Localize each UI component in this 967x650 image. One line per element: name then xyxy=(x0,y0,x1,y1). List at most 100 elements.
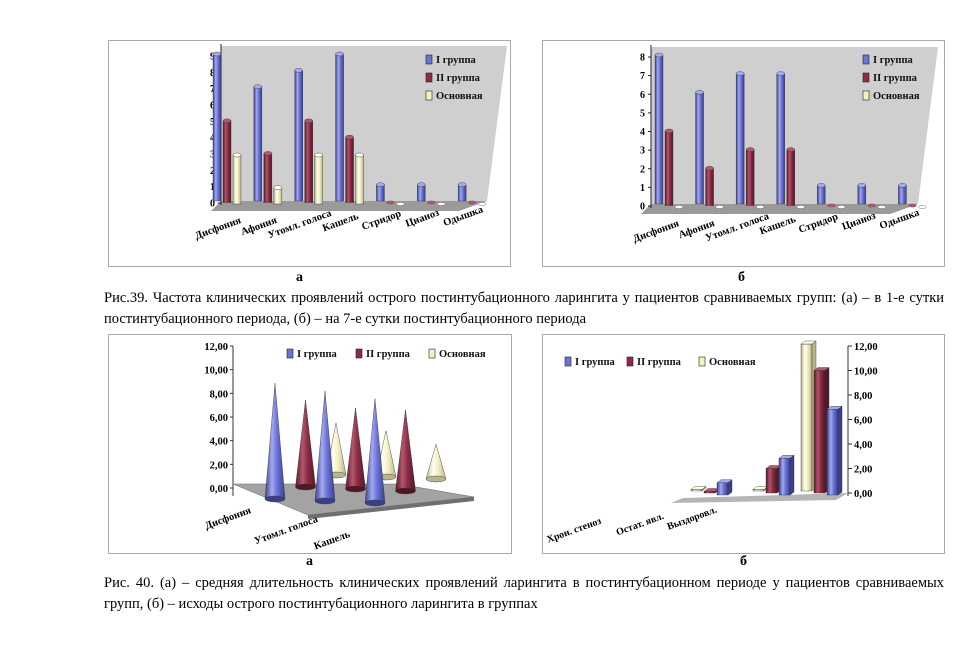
column-side-2-0 xyxy=(701,486,707,492)
bar-1-6 xyxy=(908,203,917,208)
bar-1-6 xyxy=(467,200,477,205)
bar-top-0-0 xyxy=(654,52,664,58)
bar-top-0-0 xyxy=(212,51,222,57)
y-tick-label: 0,00 xyxy=(854,489,872,500)
cone-base-1-0 xyxy=(295,483,316,491)
legend-item-0-swatch xyxy=(862,54,870,65)
legend-item-1-label: II группа xyxy=(637,357,682,368)
plot-floor xyxy=(671,493,848,503)
plot-floor-edge xyxy=(308,497,474,519)
bar-2-2 xyxy=(314,154,323,205)
bar-top-1-2 xyxy=(304,118,313,124)
column-side-0-0 xyxy=(727,479,733,496)
bar-top-0-3 xyxy=(335,51,344,57)
bar-top-0-2 xyxy=(735,71,745,76)
bar-1-5 xyxy=(427,200,436,205)
cone-base-0-1 xyxy=(314,497,336,505)
legend-item-1-label: II группа xyxy=(366,349,411,360)
cone-0-0 xyxy=(264,383,286,500)
y-tick-label: 4,00 xyxy=(854,440,872,451)
column-1-2 xyxy=(813,370,826,494)
bar-0-0 xyxy=(212,53,222,202)
chart-panel-40b: 0,00 2,00 4,00 6,00 8,00 10,00 12,00 Хрон. стен… xyxy=(542,334,945,554)
figure40-letter-a: а xyxy=(306,554,313,569)
y-tick-label: 7 xyxy=(640,71,645,82)
legend-item-2-label: Основная xyxy=(709,357,756,368)
bar-top-0-3 xyxy=(776,71,785,76)
bar-0-1 xyxy=(695,92,704,205)
bar-top-0-6 xyxy=(457,182,467,187)
y-tick-label: 10,00 xyxy=(204,366,228,377)
x-tick-label: Хрон. стеноз xyxy=(545,516,602,546)
plot-background xyxy=(221,46,507,201)
bar-2-1 xyxy=(715,205,724,209)
chart-40a: 0,00 2,00 4,00 6,00 8,00 10,00 12,00 Дисфония Ут… xyxy=(204,342,486,552)
y-tick-label: 2,00 xyxy=(210,460,228,471)
figure39-letter-a: а xyxy=(296,270,303,285)
bar-0-2 xyxy=(735,73,745,205)
y-tick-label: 10,00 xyxy=(854,367,878,378)
y-tick-label: 12,00 xyxy=(854,342,878,353)
legend-item-2-swatch xyxy=(862,90,870,101)
legend-item-2-label: Основная xyxy=(436,91,483,102)
y-tick-label: 4 xyxy=(210,133,215,144)
bar-2-0 xyxy=(232,154,242,205)
x-tick-label: Кашель xyxy=(313,529,353,552)
bar-1-1 xyxy=(705,168,714,206)
chart-panel-39a: 0 1 2 3 4 5 6 7 8 9 Дисфония Афония Утомл. голоса Каш… xyxy=(108,40,511,267)
legend-item-0-swatch xyxy=(425,54,433,65)
y-tick-label: 0 xyxy=(210,199,215,210)
bar-0-0 xyxy=(654,54,664,205)
figure40-caption: Рис. 40. (а) – средняя длительность клин… xyxy=(104,575,944,612)
bar-1-2 xyxy=(304,120,313,203)
bar-1-1 xyxy=(263,153,273,203)
legend-item-0-label: I группа xyxy=(873,55,914,66)
legend-item-1-label: II группа xyxy=(436,73,481,84)
y-tick-label: 6 xyxy=(210,101,215,112)
bar-top-1-3 xyxy=(786,147,795,152)
column-side-0-1 xyxy=(789,454,795,496)
bar-2-4 xyxy=(396,202,405,206)
bar-2-6 xyxy=(477,202,487,206)
bar-1-2 xyxy=(745,149,755,206)
bar-top-1-2 xyxy=(745,147,755,152)
x-tick-label: Выздоровл. xyxy=(666,504,719,532)
y-tick-label: 2 xyxy=(640,164,645,175)
figure40-letter-b: б xyxy=(740,554,747,569)
bar-1-0 xyxy=(222,120,232,203)
legend-item-0-label: I группа xyxy=(436,55,477,66)
bar-0-2 xyxy=(294,70,303,202)
legend-item-2-swatch xyxy=(698,356,706,367)
bar-0-1 xyxy=(253,86,263,202)
y-tick-label: 8 xyxy=(640,53,645,64)
bar-0-4 xyxy=(817,185,826,205)
y-tick-label: 8,00 xyxy=(210,389,228,400)
y-tick-label: 2,00 xyxy=(854,465,872,476)
bar-0-3 xyxy=(776,73,785,205)
bar-2-4 xyxy=(837,205,846,209)
y-tick-label: 0 xyxy=(640,202,645,213)
bar-0-3 xyxy=(335,53,344,202)
cone-base-1-2 xyxy=(395,487,416,495)
figure39-caption: Рис.39. Частота клинических проявлений о… xyxy=(104,290,944,327)
legend-item-2-label: Основная xyxy=(873,91,920,102)
x-tick-label: Утомл. голоса xyxy=(253,514,320,547)
cone-base-2-2 xyxy=(425,475,447,483)
bar-top-0-4 xyxy=(817,183,826,188)
y-tick-label: 8 xyxy=(210,68,215,79)
bar-top-0-4 xyxy=(376,182,385,187)
y-tick-label: 12,00 xyxy=(204,342,228,353)
y-tick-label: 6 xyxy=(640,90,645,101)
x-tick-label: Остат. явл. xyxy=(615,511,666,539)
cone-1-2 xyxy=(395,409,416,492)
y-tick-label: 1 xyxy=(210,182,215,193)
x-tick-label: Дисфония xyxy=(194,215,243,242)
bar-1-3 xyxy=(786,149,795,206)
x-tick-label: Дисфония xyxy=(632,218,681,245)
legend-item-0-swatch xyxy=(564,356,572,367)
bar-top-1-1 xyxy=(263,151,273,156)
cone-1-1 xyxy=(345,407,366,490)
column-1-0 xyxy=(703,491,716,494)
